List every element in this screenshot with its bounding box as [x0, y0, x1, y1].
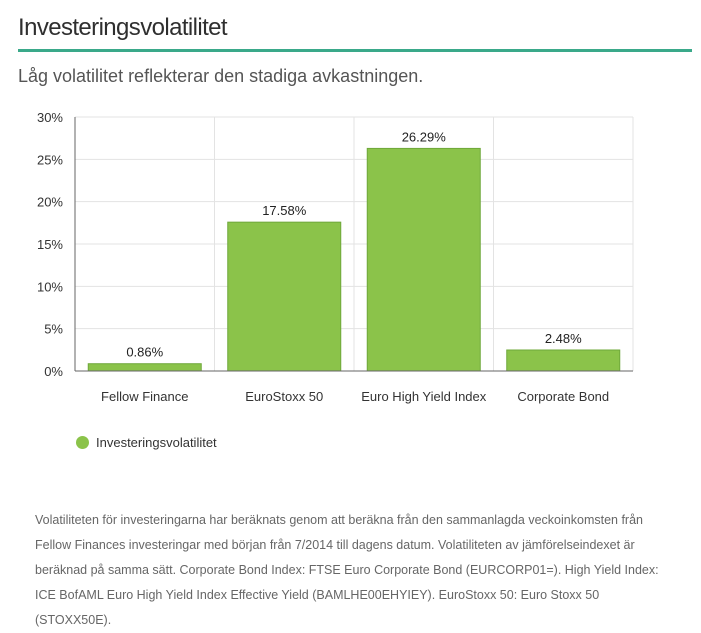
bar[interactable]: [227, 221, 342, 372]
volatility-bar-chart: 0% 5% 10% 15% 20% 25% 30% 0.86% Fellow Finance 17…: [37, 110, 634, 404]
chart-legend[interactable]: Investeringsvolatilitet: [76, 433, 217, 451]
page-title: Investeringsvolatilitet: [18, 14, 228, 41]
data-label: 0.86%: [126, 345, 163, 360]
methodology-note: Volatiliteten för investeringarna har be…: [35, 513, 659, 627]
y-tick-label: 10%: [37, 279, 63, 294]
y-tick-label: 30%: [37, 110, 63, 125]
x-tick-label: Corporate Bond: [517, 389, 609, 404]
data-label: 26.29%: [402, 129, 447, 144]
y-tick-label: 15%: [37, 237, 63, 252]
y-tick-label: 20%: [37, 195, 63, 210]
x-tick-label: EuroStoxx 50: [245, 389, 323, 404]
legend-label: Investeringsvolatilitet: [96, 434, 217, 450]
data-label: 2.48%: [545, 331, 582, 346]
bar[interactable]: [506, 349, 621, 372]
y-tick-label: 0%: [44, 364, 63, 379]
x-tick-label: Fellow Finance: [101, 389, 188, 404]
page-header: Investeringsvolatilitet: [18, 12, 692, 52]
legend-marker: [76, 435, 89, 449]
y-tick-label: 25%: [37, 152, 63, 167]
bar[interactable]: [366, 147, 481, 372]
bar[interactable]: [87, 363, 202, 372]
data-label: 17.58%: [262, 203, 307, 218]
y-tick-label: 5%: [44, 322, 63, 337]
x-tick-label: Euro High Yield Index: [361, 389, 487, 404]
chart-subtitle: Låg volatilitet reflekterar den stadiga …: [18, 66, 424, 86]
